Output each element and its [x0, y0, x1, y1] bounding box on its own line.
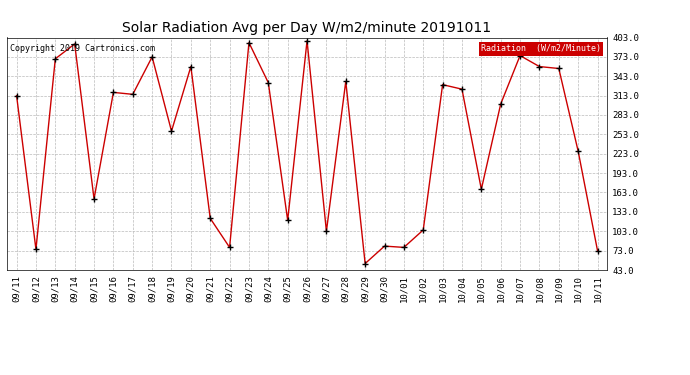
Text: Copyright 2019 Cartronics.com: Copyright 2019 Cartronics.com	[10, 45, 155, 54]
Title: Solar Radiation Avg per Day W/m2/minute 20191011: Solar Radiation Avg per Day W/m2/minute …	[123, 21, 491, 35]
Text: Radiation  (W/m2/Minute): Radiation (W/m2/Minute)	[481, 45, 601, 54]
